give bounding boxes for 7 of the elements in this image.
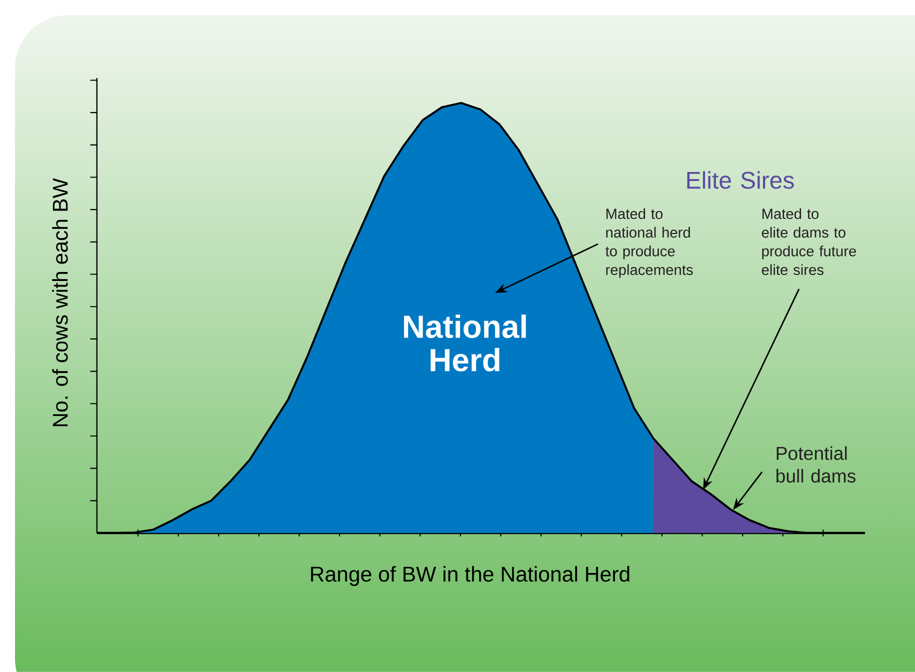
x-axis-title: Range of BW in the National Herd: [311, 566, 630, 586]
y-axis-title: No. of cows with each BW: [52, 178, 68, 426]
annotation: Mated to elite dams to produce future elite sires: [762, 208, 856, 276]
annotation: Mated to national herd to produce replacements: [606, 208, 693, 278]
legend-label: National Herd: [404, 314, 526, 372]
text: Elite Sires: [687, 171, 794, 189]
annotation: Potential bull dams: [776, 446, 856, 483]
